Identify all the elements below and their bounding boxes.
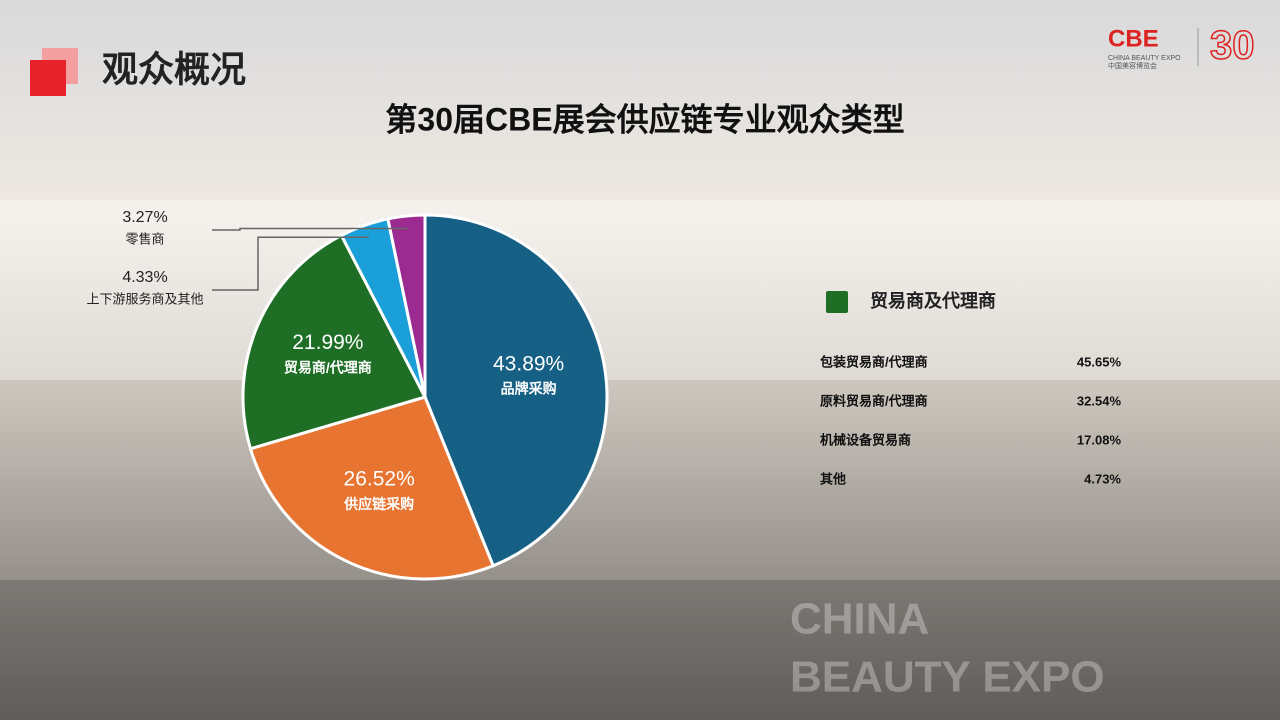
row-value: 17.08% — [1077, 432, 1122, 447]
leader-line — [212, 227, 408, 231]
row-name: 机械设备贸易商 — [820, 432, 911, 447]
pie-slice — [386, 213, 427, 398]
legend-swatch — [826, 291, 848, 313]
category-label: 供应链采购 — [343, 496, 414, 512]
pie-slice — [248, 395, 496, 581]
header-icon — [30, 60, 66, 96]
leader-line — [212, 236, 369, 291]
row-name: 包装贸易商/代理商 — [820, 354, 928, 369]
chart-title: 第30届CBE展会供应链专业观众类型 — [385, 101, 904, 137]
pie-slice — [241, 233, 428, 451]
logo-edition: 30 — [1210, 24, 1255, 68]
pie-slice — [423, 213, 609, 568]
logo-english: CHINA BEAUTY EXPO — [1108, 55, 1181, 62]
breakdown-title: 贸易商及代理商 — [870, 290, 996, 311]
value-label: 4.33% — [122, 269, 167, 286]
value-label: 26.52% — [344, 468, 415, 491]
row-value: 32.54% — [1077, 393, 1122, 408]
category-label: 贸易商/代理商 — [284, 359, 372, 375]
category-label: 上下游服务商及其他 — [86, 291, 203, 306]
value-label: 43.89% — [493, 352, 564, 375]
band — [0, 200, 1280, 380]
row-value: 45.65% — [1077, 354, 1122, 369]
value-label: 3.27% — [122, 209, 167, 226]
category-label: 零售商 — [125, 231, 164, 246]
watermark: BEAUTY EXPO — [790, 653, 1105, 702]
category-label: 品牌采购 — [501, 381, 557, 397]
watermark: CHINA — [790, 595, 929, 644]
band — [0, 580, 1280, 720]
logo-chinese: 中国美容博览会 — [1108, 61, 1157, 70]
header-title: 观众概况 — [102, 49, 246, 90]
value-label: 21.99% — [292, 331, 363, 354]
logo-brand: CBE — [1108, 25, 1159, 52]
row-value: 4.73% — [1084, 471, 1121, 486]
row-name: 原料贸易商/代理商 — [820, 393, 928, 408]
row-name: 其他 — [820, 471, 846, 486]
